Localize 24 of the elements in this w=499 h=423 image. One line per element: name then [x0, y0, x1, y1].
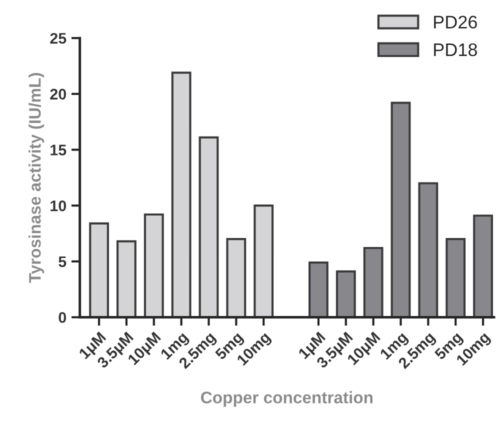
bar — [390, 102, 411, 318]
y-tick-label: 25 — [50, 32, 66, 44]
legend-label: PD18 — [434, 43, 477, 56]
y-tick-label: 10 — [50, 200, 66, 212]
bar — [363, 246, 384, 318]
y-tick-label: 5 — [58, 256, 66, 268]
bar — [254, 204, 274, 318]
x-axis-title: Copper concentration — [201, 391, 372, 407]
bar — [198, 136, 219, 318]
bar — [418, 182, 438, 318]
y-tick-label: 0 — [58, 312, 66, 323]
bar — [336, 270, 356, 318]
bar — [116, 240, 136, 318]
bar — [226, 238, 246, 318]
y-tick-label: 20 — [50, 88, 66, 100]
legend-label: PD26 — [434, 16, 477, 28]
bar — [89, 222, 109, 318]
bar — [308, 261, 328, 318]
y-axis-title: Tyrosinase activity (IU/mL) — [28, 73, 44, 283]
bar — [144, 213, 164, 318]
y-tick-label: 15 — [50, 144, 66, 156]
bar — [171, 72, 192, 318]
bar — [473, 214, 493, 318]
bar — [446, 238, 466, 318]
